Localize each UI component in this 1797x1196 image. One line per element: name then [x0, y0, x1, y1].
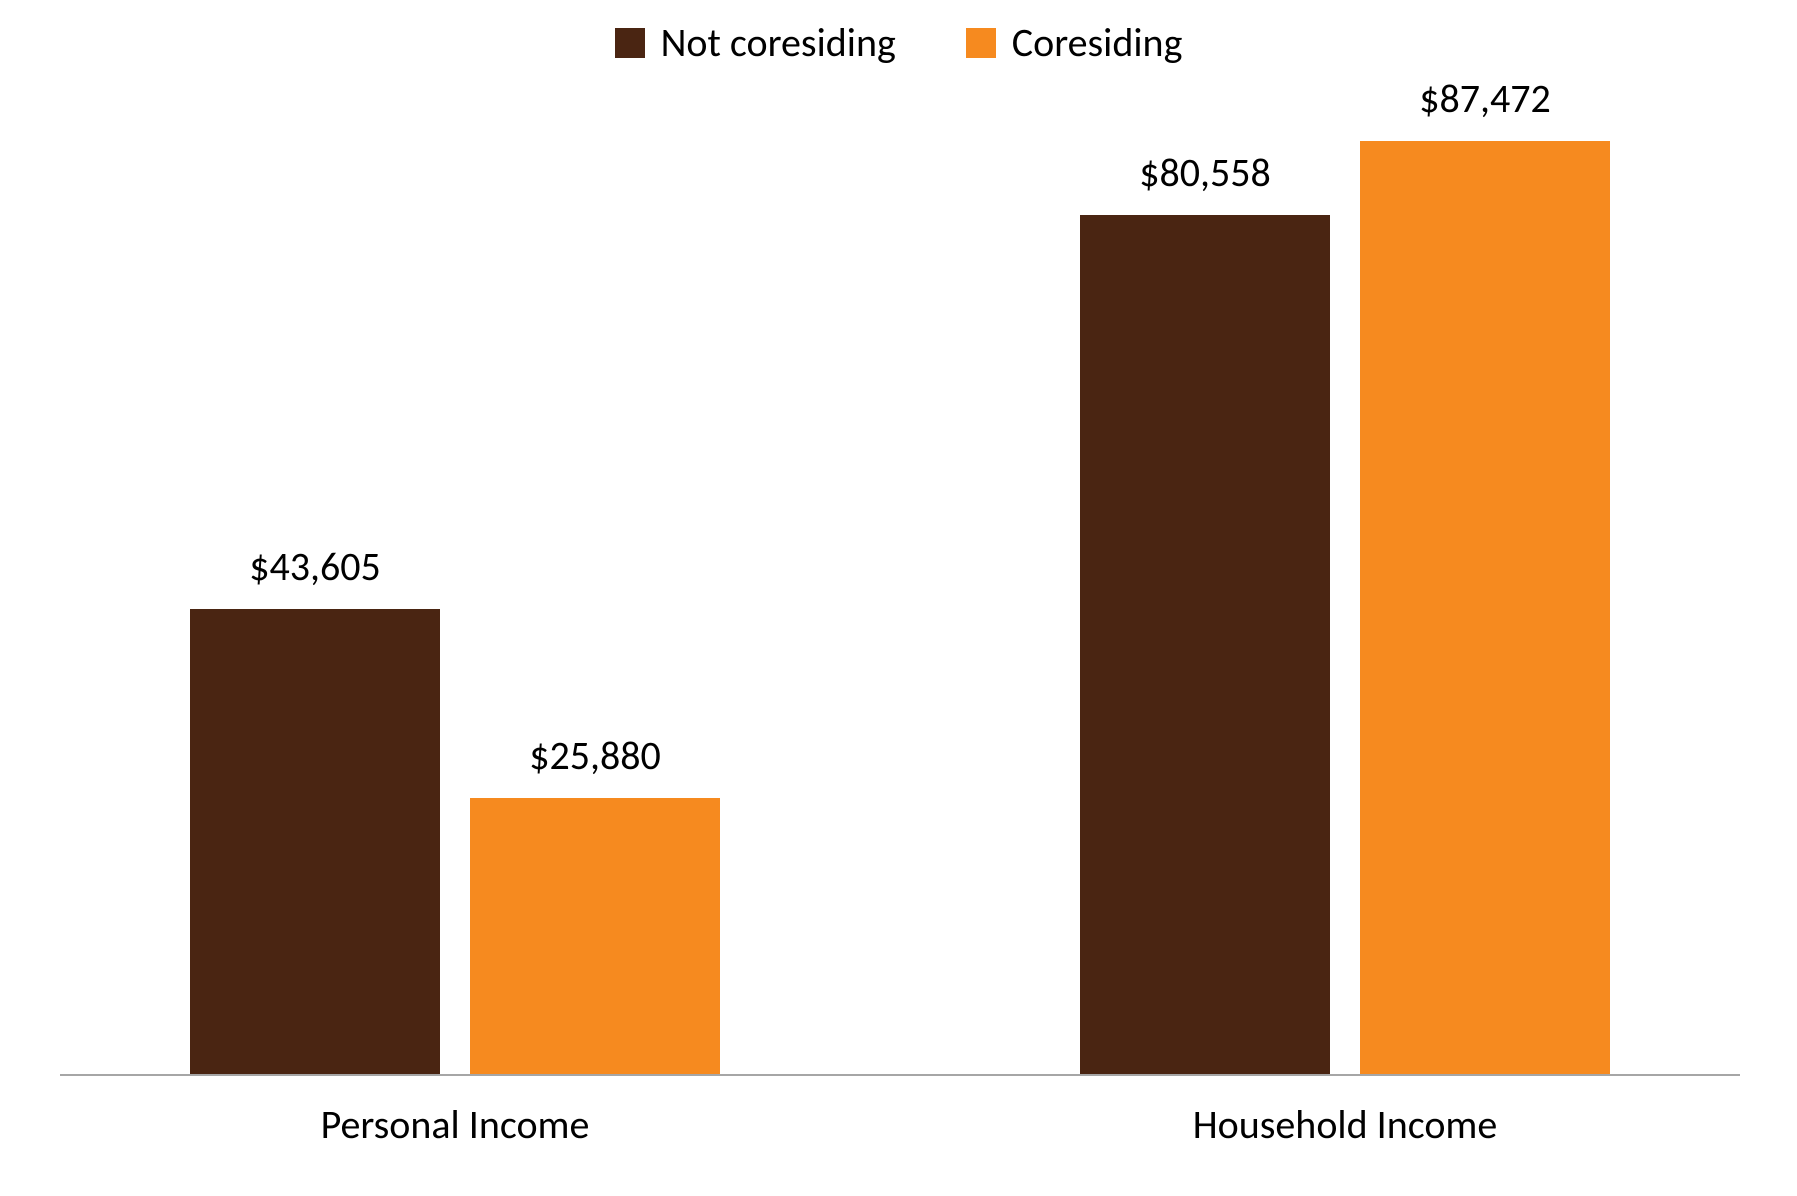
value-label: $80,558	[1139, 148, 1271, 197]
category-label: Household Income	[1193, 1100, 1498, 1149]
legend-item-coresiding: Coresiding	[966, 18, 1183, 67]
legend-swatch	[615, 28, 645, 58]
bar-coresiding	[470, 798, 720, 1074]
category-label: Personal Income	[321, 1100, 590, 1149]
bar-not-coresiding	[190, 609, 440, 1074]
bar-group-household-income: $80,558 $87,472	[1080, 74, 1610, 1074]
value-label: $43,605	[249, 542, 381, 591]
income-bar-chart: Not coresiding Coresiding $43,605 $25,88…	[0, 0, 1797, 1196]
category-axis: Personal Income Household Income	[60, 1100, 1740, 1160]
bar-coresiding	[1360, 141, 1610, 1074]
legend-swatch	[966, 28, 996, 58]
legend: Not coresiding Coresiding	[0, 18, 1797, 67]
plot-area: $43,605 $25,880 $80,558 $87,472	[60, 114, 1740, 1076]
bar-col: $80,558	[1080, 148, 1330, 1074]
value-label: $25,880	[529, 731, 661, 780]
bar-group-personal-income: $43,605 $25,880	[190, 542, 720, 1074]
legend-label: Not coresiding	[661, 18, 896, 67]
legend-item-not-coresiding: Not coresiding	[615, 18, 896, 67]
value-label: $87,472	[1419, 74, 1551, 123]
legend-label: Coresiding	[1012, 18, 1183, 67]
bar-col: $25,880	[470, 731, 720, 1074]
bar-col: $43,605	[190, 542, 440, 1074]
bar-not-coresiding	[1080, 215, 1330, 1074]
bar-col: $87,472	[1360, 74, 1610, 1074]
